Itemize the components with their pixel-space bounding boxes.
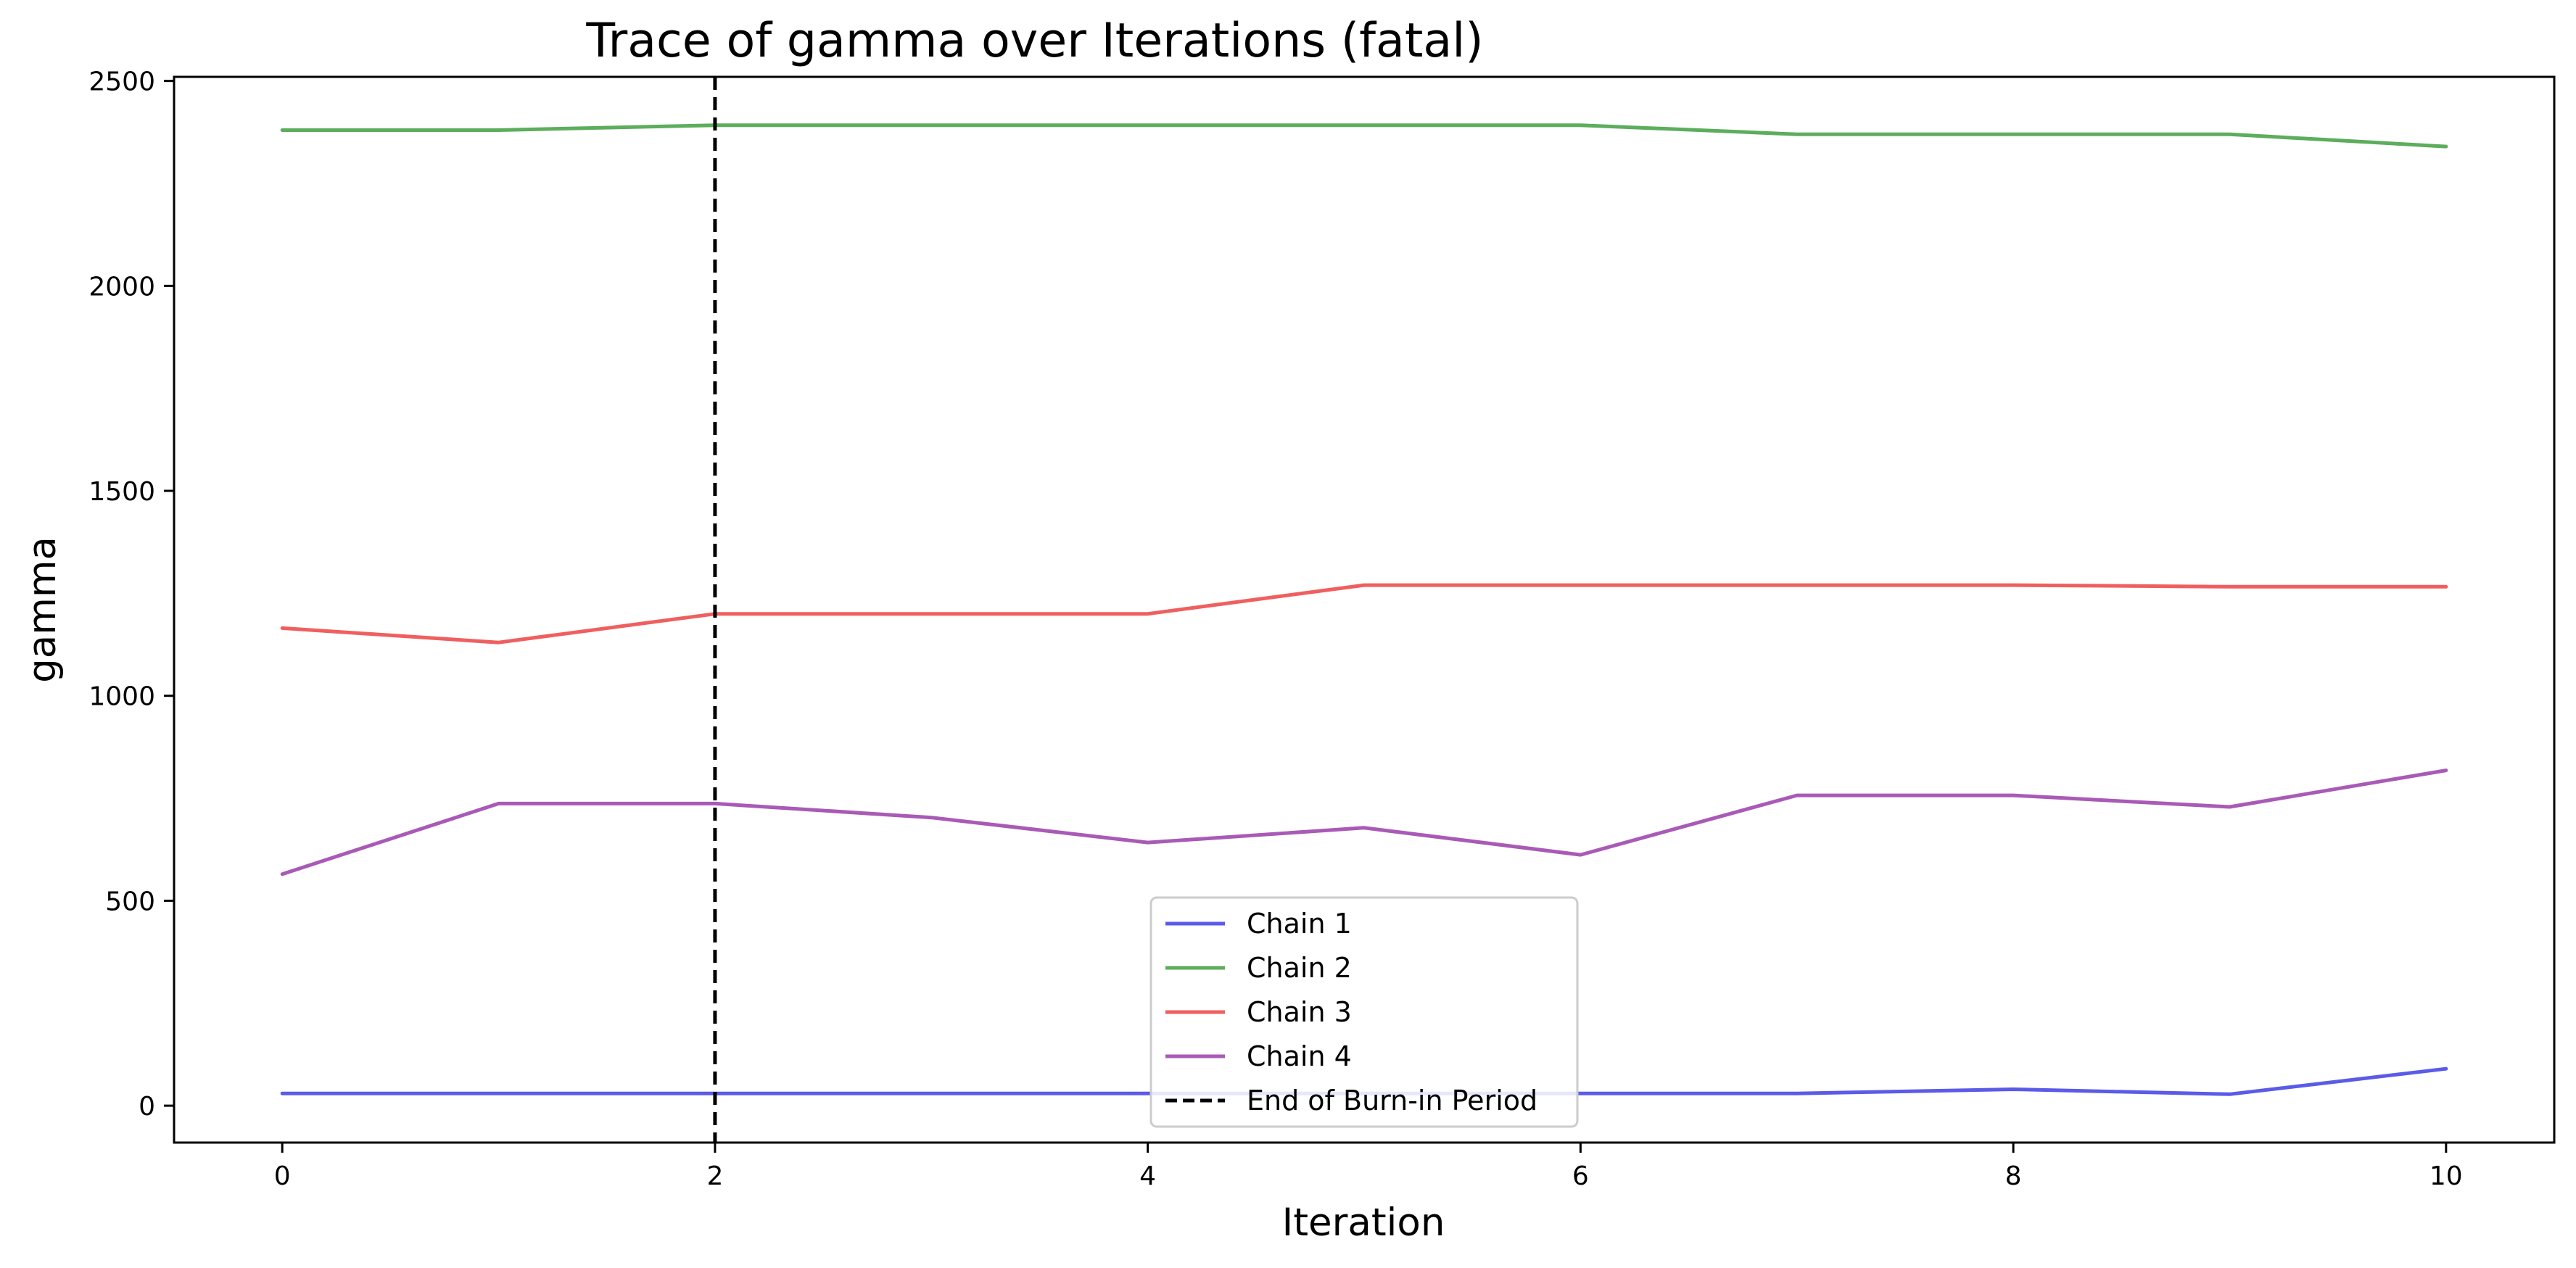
plot-frame <box>173 75 2556 1144</box>
legend: Chain 1 Chain 2 Chain 3 Chain 4 End of Burn-… <box>1149 896 1579 1128</box>
legend-label: Chain 2 <box>1247 952 1352 984</box>
x-tick-label: 6 <box>1572 1161 1589 1191</box>
x-axis: 0 2 4 6 8 10 <box>274 1143 2463 1191</box>
legend-label: Chain 4 <box>1247 1040 1352 1072</box>
y-axis: 0 500 1000 1500 2000 2500 <box>88 67 174 1122</box>
y-tick-label: 0 <box>139 1092 155 1122</box>
legend-label: Chain 1 <box>1247 908 1352 940</box>
legend-label: End of Burn-in Period <box>1247 1085 1537 1116</box>
x-axis-label: Iteration <box>1282 1201 1445 1245</box>
x-tick-label: 4 <box>1139 1161 1156 1191</box>
series-line-chain-4 <box>280 768 2448 877</box>
x-tick-label: 10 <box>2430 1161 2463 1191</box>
y-tick-label: 1500 <box>88 477 155 507</box>
series-line-chain-3 <box>280 583 2448 645</box>
legend-label: Chain 3 <box>1247 996 1352 1028</box>
x-tick-label: 2 <box>706 1161 723 1191</box>
x-tick-label: 0 <box>274 1161 291 1191</box>
y-tick-label: 500 <box>105 887 155 916</box>
legend-box <box>1149 896 1579 1128</box>
series-line-chain-2 <box>280 123 2448 149</box>
plot-area <box>280 77 2448 1143</box>
y-tick-label: 1000 <box>88 682 155 712</box>
y-tick-label: 2000 <box>88 272 155 302</box>
chart-title: Trace of gamma over Iterations (fatal) <box>585 14 1483 68</box>
y-tick-label: 2500 <box>88 67 155 97</box>
x-tick-label: 8 <box>2005 1161 2022 1191</box>
y-axis-label: gamma <box>20 536 65 683</box>
